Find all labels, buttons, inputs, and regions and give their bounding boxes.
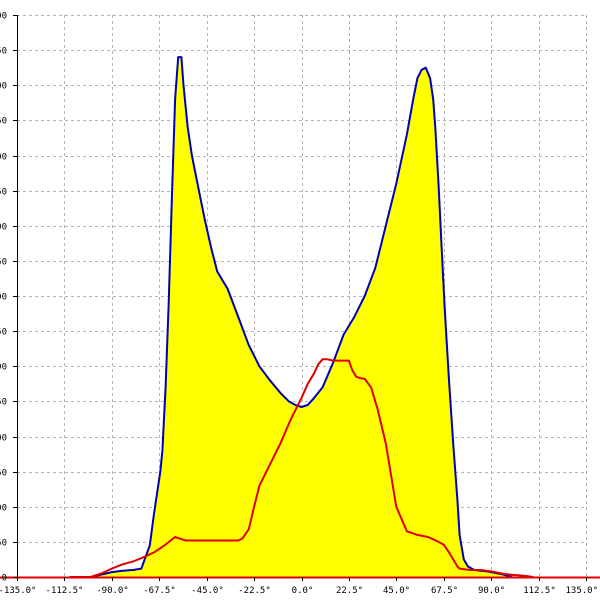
series-1-area-fill bbox=[90, 57, 513, 578]
x-tick-label-2: -90.0° bbox=[96, 586, 129, 596]
x-tick-label-5: -22.5° bbox=[238, 586, 271, 596]
y-tick-label-15: 750 bbox=[0, 47, 7, 57]
y-tick-label-5: 250 bbox=[0, 398, 7, 408]
x-tick-label-1: -112.5° bbox=[46, 586, 84, 596]
y-tick-label-9: 450 bbox=[0, 258, 7, 268]
y-tick-label-1: 50 bbox=[0, 539, 7, 549]
x-tick-label-7: 22.5° bbox=[336, 586, 363, 596]
x-tick-label-4: -45.0° bbox=[191, 586, 224, 596]
axes bbox=[0, 15, 600, 581]
y-tick-label-16: 800 bbox=[0, 12, 7, 22]
y-tick-label-3: 150 bbox=[0, 469, 7, 479]
x-tick-label-8: 45.0° bbox=[383, 586, 410, 596]
y-tick-label-13: 650 bbox=[0, 117, 7, 127]
x-tick-label-0: -135.0° bbox=[0, 586, 36, 596]
y-tick-label-10: 500 bbox=[0, 223, 7, 233]
x-tick-label-6: 0.0° bbox=[292, 586, 314, 596]
series-2-line bbox=[69, 358, 534, 578]
x-tick-label-10: 90.0° bbox=[478, 586, 505, 596]
y-tick-label-2: 100 bbox=[0, 504, 7, 514]
x-tick-label-3: -67.5° bbox=[143, 586, 176, 596]
y-tick-label-6: 300 bbox=[0, 363, 7, 373]
y-tick-label-0: 0 bbox=[2, 574, 7, 584]
y-tick-label-7: 350 bbox=[0, 328, 7, 338]
x-tick-label-9: 67.5° bbox=[431, 586, 458, 596]
y-tick-label-4: 200 bbox=[0, 434, 7, 444]
y-tick-label-8: 400 bbox=[0, 293, 7, 303]
x-tick-label-11: 112.5° bbox=[523, 586, 556, 596]
x-tick-label-12: 135.0° bbox=[565, 586, 598, 596]
tick-labels: 0 50 100 150 200 250 300 350 400 450 500 550 600 650 7… bbox=[0, 12, 598, 597]
y-tick-label-11: 550 bbox=[0, 188, 7, 198]
y-tick-label-12: 600 bbox=[0, 153, 7, 163]
y-tick-label-14: 700 bbox=[0, 82, 7, 92]
